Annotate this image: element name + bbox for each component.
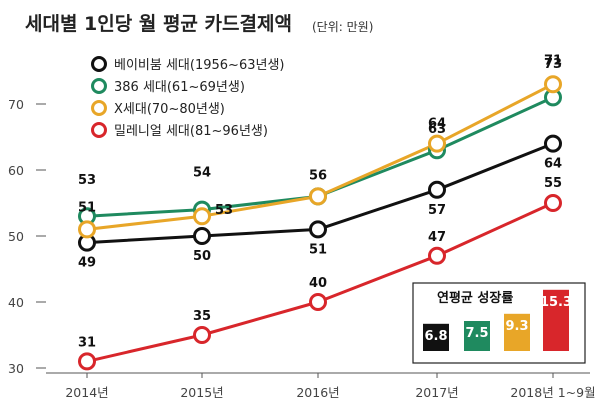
inset-bar <box>504 313 530 351</box>
growth-rate-inset: 연평균 성장률 6.8 7.5 9.3 15.3 <box>412 282 586 364</box>
data-label: 40 <box>309 276 327 291</box>
data-label: 73 <box>544 57 562 72</box>
chart-unit: (단위: 만원) <box>312 20 373 34</box>
data-label: 63 <box>428 122 446 137</box>
data-label: 53 <box>78 173 96 188</box>
data-point <box>544 75 562 94</box>
y-tick-label: 70 <box>8 97 24 112</box>
inset-bar-label: 7.5 <box>465 326 488 341</box>
data-label: 51 <box>309 242 327 257</box>
inset-bar <box>464 321 490 351</box>
data-label: 53 <box>215 203 233 218</box>
data-label: 71 <box>544 53 562 68</box>
y-tick-label: 60 <box>8 163 24 178</box>
data-label: 57 <box>428 203 446 218</box>
plot-area: 49 50 51 57 64 53 54 63 71 51 53 56 64 73 31 35 40 47 55 <box>78 53 562 371</box>
legend-label: 386 세대(61~69년생) <box>114 80 245 95</box>
inset-bar-label: 9.3 <box>505 319 528 334</box>
data-label: 31 <box>78 335 96 350</box>
chart-title: 세대별 1인당 월 평균 카드결제액 <box>25 13 292 35</box>
data-point <box>193 227 211 245</box>
legend-label: 밀레니얼 세대(81~96년생) <box>114 124 268 139</box>
x-tick-label: 2016년 <box>296 385 339 400</box>
data-label: 54 <box>193 166 211 181</box>
legend-label: X세대(70~80년생) <box>114 102 225 117</box>
x-axis: 2014년 2015년 2016년 2017년 2018년 1~9월 <box>46 372 596 400</box>
data-point <box>193 207 211 226</box>
data-point <box>544 194 562 212</box>
legend-marker <box>91 122 107 138</box>
data-label: 47 <box>428 230 446 245</box>
data-point <box>78 352 96 371</box>
data-label: 51 <box>78 200 96 215</box>
y-tick-label: 50 <box>8 229 24 244</box>
data-label: 56 <box>309 168 327 183</box>
data-point <box>78 220 96 239</box>
data-point <box>428 246 446 265</box>
data-label: 64 <box>544 157 562 172</box>
y-tick-label: 30 <box>8 361 24 376</box>
data-label: 50 <box>193 249 211 264</box>
data-point <box>309 293 327 311</box>
legend: 베이비붐 세대(1956~63년생) 386 세대(61~69년생) X세대(70~… <box>91 56 284 139</box>
inset-bar-label: 6.8 <box>424 329 447 344</box>
data-label: 55 <box>544 176 562 191</box>
data-point <box>428 180 446 199</box>
x-tick-label: 2014년 <box>65 385 108 400</box>
legend-marker <box>91 78 107 94</box>
data-label: 64 <box>428 117 446 132</box>
legend-marker <box>91 56 107 72</box>
x-tick-label: 2017년 <box>415 385 458 400</box>
legend-label: 베이비붐 세대(1956~63년생) <box>114 58 284 73</box>
inset-bar <box>423 323 449 351</box>
y-axis: 70 60 50 40 30 <box>8 97 46 376</box>
data-label: 35 <box>193 309 211 324</box>
x-tick-label: 2015년 <box>180 385 223 400</box>
x-tick-label: 2018년 1~9월 <box>510 385 595 400</box>
data-point <box>309 220 327 239</box>
data-point <box>193 326 211 344</box>
data-label: 49 <box>78 256 96 271</box>
data-point <box>309 187 327 206</box>
legend-marker <box>91 100 107 116</box>
y-tick-label: 40 <box>8 295 24 310</box>
inset-bar-label: 15.3 <box>540 295 572 310</box>
data-point <box>544 134 562 153</box>
inset-title: 연평균 성장률 <box>437 290 513 306</box>
inset-bar <box>543 289 569 351</box>
data-point <box>428 134 446 153</box>
